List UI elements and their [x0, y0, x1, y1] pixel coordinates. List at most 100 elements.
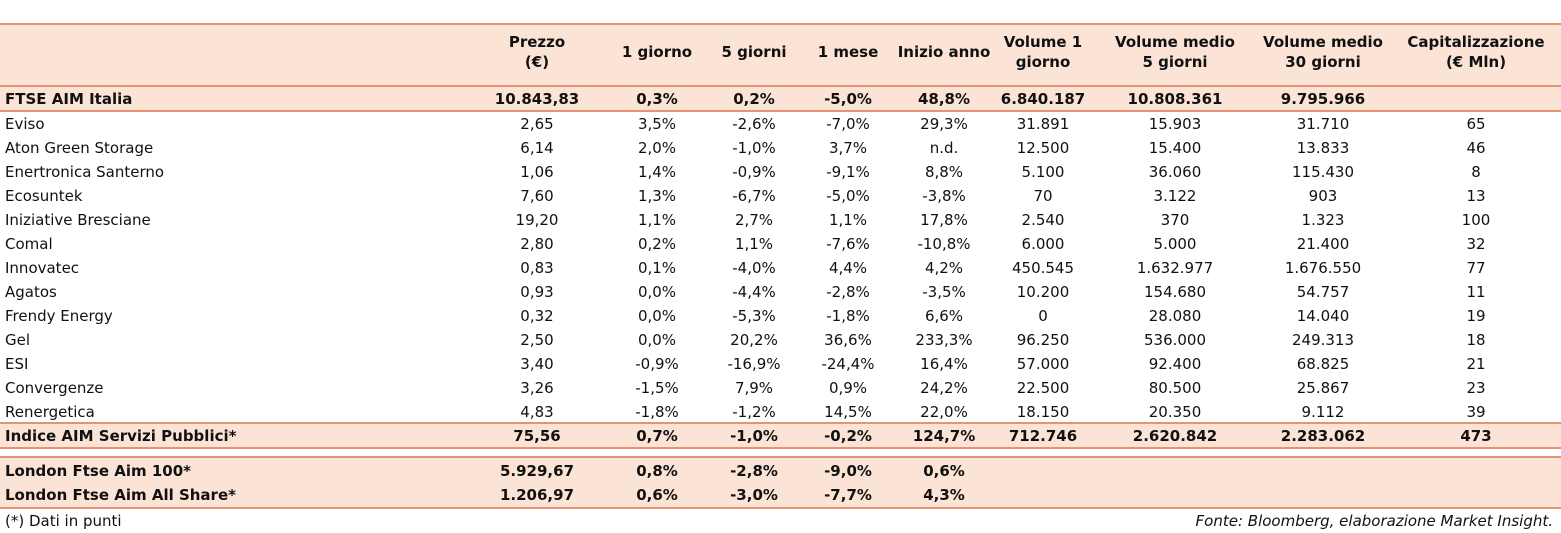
table-cell: 21.400: [1296, 235, 1350, 253]
table-cell: 1.206,97: [499, 486, 575, 504]
divider: [0, 85, 1561, 87]
table-cell: 77: [1466, 259, 1486, 277]
table-cell: 36,6%: [824, 331, 872, 349]
column-header: Inizio anno: [864, 42, 1024, 62]
index-row: FTSE AIM Italia 10.843,83 0,3% 0,2% -5,0% 48,…: [0, 87, 1561, 111]
column-header-line: Volume 1: [1003, 33, 1083, 51]
table-cell: 18: [1466, 331, 1486, 349]
column-header-line: 1 giorno: [621, 43, 693, 61]
table-cell: 1,1%: [734, 235, 774, 253]
table-cell: -1,8%: [635, 403, 679, 421]
table-cell: 0,6%: [636, 486, 678, 504]
table-row: Comal 2,80 0,2% 1,1% -7,6% -10,8% 6.000 5.000 21…: [0, 232, 1561, 256]
row-label: London Ftse Aim 100*: [5, 462, 191, 480]
table-cell: 20,2%: [730, 331, 778, 349]
sector-row-band: [0, 424, 1561, 448]
table-cell: 75,56: [513, 427, 561, 445]
table-cell: 0,2%: [733, 90, 775, 108]
column-header: Volume medio 5 giorni: [1095, 32, 1255, 72]
table-cell: 31.891: [1016, 115, 1070, 133]
table-cell: 6.840.187: [1000, 90, 1086, 108]
table-cell: 14.040: [1296, 307, 1350, 325]
table-cell: 370: [1160, 211, 1190, 229]
column-header-line: Volume medio: [1115, 33, 1235, 51]
column-header-line: giorno: [1015, 53, 1071, 71]
table-cell: 0,7%: [636, 427, 678, 445]
row-label: FTSE AIM Italia: [5, 90, 133, 108]
table-row: Frendy Energy 0,32 0,0% -5,3% -1,8% 6,6% 0 28.0…: [0, 304, 1561, 328]
table-cell: 0,0%: [637, 307, 677, 325]
row-label: Indice AIM Servizi Pubblici*: [5, 427, 237, 445]
row-label: Renergetica: [5, 403, 95, 421]
table-cell: 6,14: [520, 139, 554, 157]
table-cell: 1,1%: [637, 211, 677, 229]
table-cell: 0,2%: [637, 235, 677, 253]
table-cell: 3,7%: [828, 139, 868, 157]
table-cell: 19,20: [515, 211, 559, 229]
row-label: Enertronica Santerno: [5, 163, 165, 181]
table-cell: 10.200: [1016, 283, 1070, 301]
table-cell: 536.000: [1143, 331, 1207, 349]
table-cell: 249.313: [1291, 331, 1355, 349]
table-cell: 233,3%: [915, 331, 973, 349]
table-cell: 100: [1461, 211, 1491, 229]
table-cell: -2,8%: [826, 283, 870, 301]
table-cell: -3,8%: [922, 187, 966, 205]
row-label: Convergenze: [5, 379, 104, 397]
table-cell: 13.833: [1296, 139, 1350, 157]
table-row: Innovatec 0,83 0,1% -4,0% 4,4% 4,2% 450.545 1.6…: [0, 256, 1561, 280]
table-cell: 1.632.977: [1136, 259, 1214, 277]
table-cell: 9.112: [1301, 403, 1345, 421]
table-cell: 4,3%: [923, 486, 965, 504]
table-row: Aton Green Storage 6,14 2,0% -1,0% 3,7% n.d. 1…: [0, 136, 1561, 160]
table-cell: 21: [1466, 355, 1486, 373]
table-cell: 6.000: [1021, 235, 1065, 253]
table-row: ESI 3,40 -0,9% -16,9% -24,4% 16,4% 57.000 92.40…: [0, 352, 1561, 376]
table-cell: 0,6%: [923, 462, 965, 480]
table-cell: 12.500: [1016, 139, 1070, 157]
table-cell: 2.540: [1021, 211, 1065, 229]
row-label: Gel: [5, 331, 31, 349]
column-header: Prezzo (€): [457, 32, 617, 72]
divider: [0, 422, 1561, 424]
table-cell: 0,0%: [637, 283, 677, 301]
table-cell: 65: [1466, 115, 1486, 133]
table-cell: 0,3%: [636, 90, 678, 108]
table-cell: 0: [1038, 307, 1048, 325]
table-cell: 1.676.550: [1284, 259, 1362, 277]
table-cell: 57.000: [1016, 355, 1070, 373]
table-cell: 2.283.062: [1280, 427, 1366, 445]
london-rows-band: [0, 458, 1561, 507]
table-cell: 4,4%: [828, 259, 868, 277]
divider: [0, 110, 1561, 112]
table-cell: 2,7%: [734, 211, 774, 229]
table-cell: -2,6%: [732, 115, 776, 133]
table-cell: 3,26: [520, 379, 554, 397]
table-cell: 1.323: [1301, 211, 1345, 229]
column-header: Capitalizzazione (€ Mln): [1396, 32, 1556, 72]
row-label: London Ftse Aim All Share*: [5, 486, 236, 504]
table-cell: 28.080: [1148, 307, 1202, 325]
column-header-line: 1 mese: [817, 43, 879, 61]
table-cell: -1,5%: [635, 379, 679, 397]
table-cell: -3,5%: [922, 283, 966, 301]
table-cell: 20.350: [1148, 403, 1202, 421]
table-cell: 13: [1466, 187, 1486, 205]
divider: [0, 447, 1561, 449]
source-note: Fonte: Bloomberg, elaborazione Market In…: [1195, 512, 1553, 530]
table-cell: 5.100: [1021, 163, 1065, 181]
table-cell: -10,8%: [917, 235, 971, 253]
table-cell: -5,0%: [826, 187, 870, 205]
table-cell: -7,7%: [824, 486, 872, 504]
table-cell: 14,5%: [824, 403, 872, 421]
table-cell: 450.545: [1011, 259, 1075, 277]
divider: [0, 456, 1561, 458]
table-cell: 8,8%: [924, 163, 964, 181]
table-cell: 15.903: [1148, 115, 1202, 133]
table-cell: -7,0%: [826, 115, 870, 133]
column-header-line: (€): [524, 53, 550, 71]
table-cell: 4,83: [520, 403, 554, 421]
table-cell: -5,0%: [824, 90, 872, 108]
table-cell: -3,0%: [730, 486, 778, 504]
table-cell: -4,4%: [732, 283, 776, 301]
